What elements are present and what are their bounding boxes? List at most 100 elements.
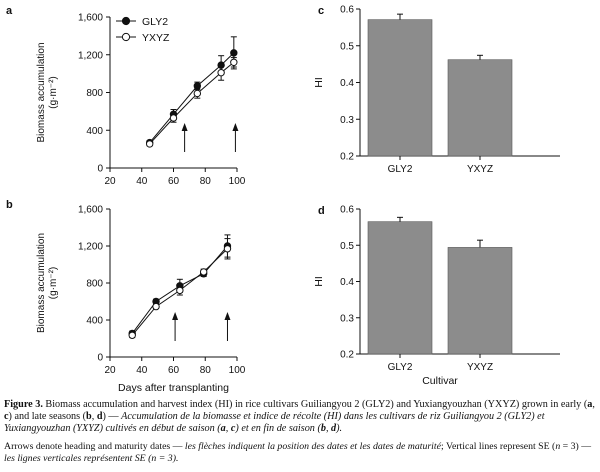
caption-panel-ref: a — [587, 399, 593, 410]
panel-label-a: a — [6, 5, 13, 17]
data-point-gly2 — [230, 49, 238, 57]
legend-label: YXYZ — [142, 32, 170, 44]
data-point-yxyz — [199, 268, 208, 276]
legend-marker-yxyz — [121, 32, 131, 42]
caption-note-text: ; Vertical lines represent SE ( — [440, 441, 556, 452]
caption-label: Figure 3. — [4, 399, 43, 410]
y-tick-label: 0.6 — [340, 5, 354, 16]
caption-panel-ref: c — [4, 411, 9, 422]
caption-text: Biomass accumulation and harvest index (… — [42, 399, 588, 410]
y-tick-label: 0.3 — [340, 115, 354, 126]
caption-text: ) and late seasons ( — [8, 411, 87, 422]
y-axis-unit: (g·m⁻²) — [48, 267, 59, 300]
x-tick-label: 100 — [229, 176, 246, 187]
date-arrow-head — [172, 312, 179, 320]
caption-note-n: n — [555, 441, 561, 452]
data-point-gly2 — [193, 82, 202, 90]
x-tick-label: 40 — [136, 365, 148, 376]
y-tick-label: 800 — [86, 88, 103, 99]
caption-note-n: n — [151, 453, 157, 464]
data-point-yxyz — [152, 302, 160, 311]
bar-yxyz — [447, 247, 513, 355]
data-point-yxyz — [145, 140, 154, 148]
y-tick-label: 1,200 — [78, 50, 103, 61]
x-tick-label: 60 — [168, 365, 180, 376]
caption-text: , — [592, 399, 595, 410]
bar-yxyz — [447, 59, 513, 157]
x-tick-label: GLY2 — [388, 362, 413, 373]
caption-text: ) — — [102, 411, 122, 422]
caption-note-french: les lignes verticales représentent SE ( — [4, 453, 152, 464]
x-tick-label: YXYZ — [467, 362, 493, 373]
date-arrow-head — [232, 123, 239, 131]
caption-text: ). — [336, 423, 343, 434]
data-point-yxyz — [223, 245, 232, 253]
y-tick-label: 0.4 — [340, 277, 354, 288]
caption-note-text: = 3) — — [560, 441, 592, 452]
x-axis-label: Cultivar — [422, 375, 458, 387]
y-tick-label: 0.6 — [340, 205, 354, 216]
x-tick-label: 20 — [104, 176, 116, 187]
y-axis-label: Biomass accumulation — [36, 233, 47, 333]
y-tick-label: 0.2 — [340, 350, 354, 361]
y-tick-label: 0.5 — [340, 241, 354, 252]
data-point-yxyz — [193, 89, 202, 98]
y-tick-label: 0.4 — [340, 78, 354, 89]
y-tick-label: 0.3 — [340, 313, 354, 324]
caption-text-french: ) et en fin de saison ( — [235, 423, 321, 434]
y-tick-label: 0.2 — [340, 152, 354, 163]
legend-marker-gly2 — [121, 16, 131, 26]
figure-caption: Figure 3. Biomass accumulation and harve… — [4, 399, 598, 471]
y-tick-label: 1,200 — [78, 242, 103, 253]
data-point-yxyz — [230, 58, 238, 66]
x-tick-label: 80 — [200, 365, 212, 376]
caption-notes: Arrows denote heading and maturity dates… — [4, 441, 598, 465]
data-point-gly2 — [217, 61, 225, 69]
data-point-yxyz — [128, 331, 136, 339]
caption-note-text: Arrows denote heading and maturity dates… — [4, 441, 185, 452]
y-tick-label: 0 — [97, 353, 103, 364]
caption-note-french: = 3). — [156, 453, 179, 464]
caption-panel-ref: a — [220, 423, 226, 434]
caption-text: , — [225, 423, 231, 434]
y-tick-label: 1,600 — [78, 205, 103, 216]
panel-label-c: c — [318, 5, 324, 17]
caption-panel-ref: d — [96, 411, 103, 422]
x-axis-label: Days after transplanting — [118, 382, 229, 394]
caption-note-french: les flèches indiquent la position des da… — [184, 441, 441, 452]
data-point-yxyz — [169, 114, 178, 122]
panel-label-d: d — [318, 205, 325, 217]
caption-text: , — [91, 411, 97, 422]
x-tick-label: 100 — [229, 365, 246, 376]
y-tick-label: 0.5 — [340, 41, 354, 52]
x-tick-label: 80 — [200, 176, 212, 187]
y-tick-label: 400 — [86, 126, 103, 137]
y-tick-label: 1,600 — [78, 13, 103, 24]
caption-panel-ref: b — [86, 411, 92, 422]
caption-text: , — [325, 423, 332, 434]
date-arrow-head — [181, 123, 188, 131]
panel-label-b: b — [6, 199, 13, 211]
x-tick-label: 60 — [168, 176, 180, 187]
caption-panel-ref: d — [331, 423, 337, 434]
x-tick-label: GLY2 — [388, 164, 413, 175]
x-tick-label: 20 — [104, 365, 116, 376]
legend-label: GLY2 — [142, 16, 168, 28]
caption-text-french: Accumulation de la biomasse et indice de… — [4, 411, 545, 434]
bar-gly2 — [367, 19, 433, 157]
y-tick-label: 800 — [86, 279, 103, 290]
data-point-yxyz — [176, 286, 184, 295]
data-point-yxyz — [217, 68, 225, 77]
y-axis-label: Biomass accumulation — [36, 42, 47, 142]
x-tick-label: 40 — [136, 176, 148, 187]
y-axis-unit: (g·m⁻²) — [48, 76, 59, 109]
y-tick-label: 0 — [97, 164, 103, 175]
caption-panel-ref: b — [320, 423, 326, 434]
y-axis-label: HI — [313, 276, 325, 287]
date-arrow-head — [224, 312, 231, 320]
y-axis-label: HI — [313, 77, 325, 88]
y-tick-label: 400 — [86, 316, 103, 327]
caption-panel-ref: c — [230, 423, 236, 434]
x-tick-label: YXYZ — [467, 164, 493, 175]
